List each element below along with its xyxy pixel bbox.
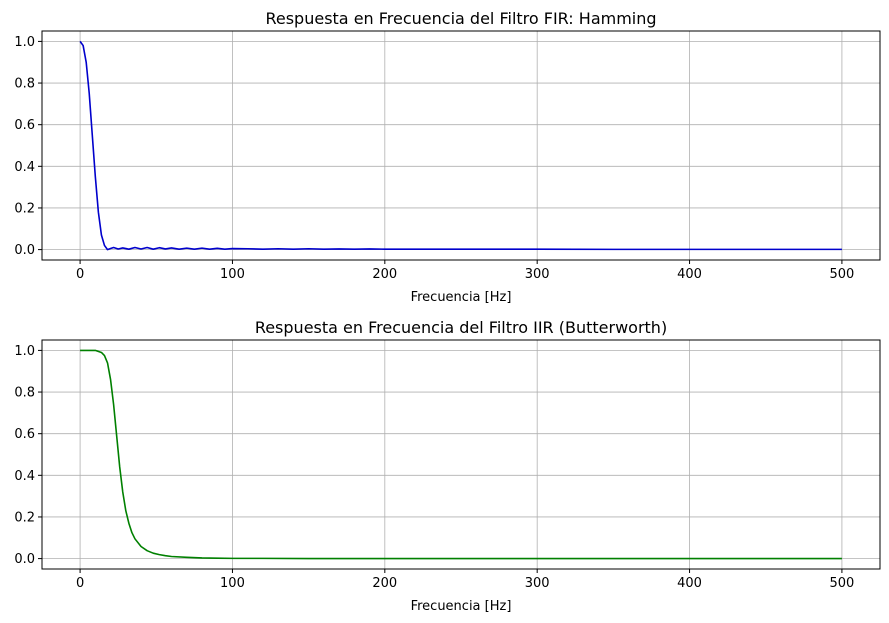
chart-1-title: Respuesta en Frecuencia del Filtro IIR (… (255, 318, 667, 337)
chart-1-x-tick-label-2: 200 (372, 576, 397, 591)
chart-1-series-line-0 (80, 349, 842, 560)
chart-0-x-tick-label-4: 400 (677, 267, 702, 282)
chart-1-x-axis-label: Frecuencia [Hz] (411, 599, 512, 614)
chart-0-axes-frame (41, 30, 881, 261)
chart-1-axes-frame (41, 339, 881, 570)
chart-1-x-tick-label-5: 500 (829, 576, 854, 591)
chart-1-x-tick-label-4: 400 (677, 576, 702, 591)
chart-0-title: Respuesta en Frecuencia del Filtro FIR: … (265, 9, 656, 28)
chart-0-y-tick-label-3: 0.6 (14, 118, 35, 133)
chart-0-x-tick-label-3: 300 (525, 267, 550, 282)
chart-0-x-tick-label-2: 200 (372, 267, 397, 282)
chart-1-x-tick-label-3: 300 (525, 576, 550, 591)
chart-1-y-tick-label-4: 0.8 (14, 386, 35, 401)
chart-0-x-tick-label-1: 100 (220, 267, 245, 282)
iir-butterworth-plot: Respuesta en Frecuencia del Filtro IIR (… (14, 318, 881, 614)
chart-1-x-tick-label-1: 100 (220, 576, 245, 591)
chart-0-y-tick-label-1: 0.2 (14, 201, 35, 216)
chart-0-series-line-0 (79, 40, 842, 251)
chart-1-y-tick-label-2: 0.4 (14, 469, 35, 484)
chart-1-y-tick-label-5: 1.0 (14, 344, 35, 359)
chart-1-x-tick-label-0: 0 (76, 576, 84, 591)
chart-0-x-tick-label-5: 500 (829, 267, 854, 282)
chart-0-y-tick-label-4: 0.8 (14, 77, 35, 92)
chart-0-y-tick-label-0: 0.0 (14, 243, 35, 258)
chart-1-y-tick-label-3: 0.6 (14, 427, 35, 442)
chart-1-y-tick-label-0: 0.0 (14, 552, 35, 567)
chart-0-y-tick-label-2: 0.4 (14, 160, 35, 175)
chart-0-x-axis-label: Frecuencia [Hz] (411, 290, 512, 305)
fir-hamming-plot: Respuesta en Frecuencia del Filtro FIR: … (14, 9, 881, 305)
chart-0-y-tick-label-5: 1.0 (14, 35, 35, 50)
chart-0-x-tick-label-0: 0 (76, 267, 84, 282)
chart-1-y-tick-label-1: 0.2 (14, 510, 35, 525)
